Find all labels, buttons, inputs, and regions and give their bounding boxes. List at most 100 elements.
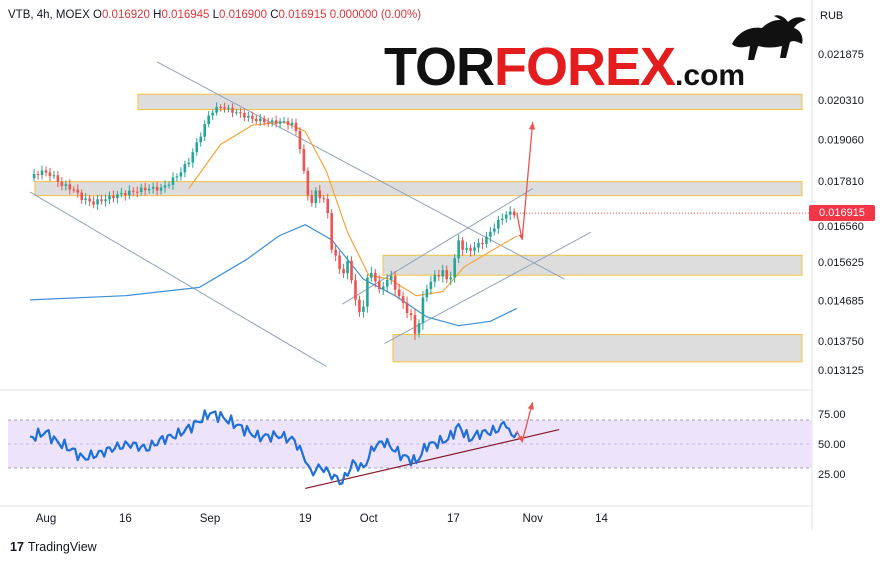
rsi-forecast-arrow xyxy=(516,401,534,444)
candle-body xyxy=(489,231,492,237)
candle-body xyxy=(512,211,516,216)
candle-body xyxy=(290,122,294,126)
candle-body xyxy=(457,240,460,259)
price-tick-label: 0.017810 xyxy=(818,176,864,188)
low-label: L xyxy=(212,9,220,21)
candle-body xyxy=(207,115,210,124)
price-zone xyxy=(137,93,803,111)
candle-body xyxy=(135,191,139,193)
candle-body xyxy=(306,170,310,196)
candle-body xyxy=(96,199,99,205)
candle-body xyxy=(163,185,167,188)
candle-body xyxy=(258,118,262,122)
candle-body xyxy=(322,198,326,200)
candle-body xyxy=(128,190,131,196)
rsi-tick-label: 25.00 xyxy=(818,469,846,481)
candle-body xyxy=(362,306,365,313)
candle-body xyxy=(508,211,512,215)
candle-body xyxy=(461,240,464,250)
candle-body xyxy=(223,107,226,109)
time-tick-label: Oct xyxy=(360,513,379,525)
candle-body xyxy=(116,194,119,199)
price-zone xyxy=(392,334,803,363)
time-tick-label: 19 xyxy=(299,513,312,525)
candle-body xyxy=(80,192,84,201)
candle-body xyxy=(302,149,306,171)
candle-body xyxy=(449,277,453,280)
candle-body xyxy=(72,189,76,191)
candle-body xyxy=(409,313,413,315)
candle-body xyxy=(286,121,290,126)
candle-body xyxy=(104,199,107,202)
moving-average-fast xyxy=(188,121,518,297)
candle-body xyxy=(370,272,373,278)
tradingview-label: TradingView xyxy=(27,540,97,554)
candle-body xyxy=(100,199,103,202)
candle-body xyxy=(465,248,468,250)
open-label: O xyxy=(93,9,102,21)
candle-body xyxy=(235,112,238,114)
candle-body xyxy=(36,173,40,176)
currency-label: RUB xyxy=(820,10,843,22)
candle-body xyxy=(124,193,127,196)
candle-body xyxy=(497,219,500,229)
candle-body xyxy=(278,121,282,124)
candle-body xyxy=(393,275,397,290)
bull-icon xyxy=(732,15,806,60)
time-tick-label: Nov xyxy=(522,513,543,525)
candle-body xyxy=(262,118,266,123)
candle-body xyxy=(52,175,56,177)
candle-body xyxy=(195,142,199,153)
candle-body xyxy=(76,189,80,193)
candle-body xyxy=(477,242,480,248)
candle-body xyxy=(330,213,333,250)
candle-body xyxy=(421,297,425,324)
candle-body xyxy=(318,190,322,199)
tradingview-brand[interactable]: 17 TradingView xyxy=(10,540,97,554)
candle-body xyxy=(40,170,44,176)
price-tick-label: 0.014685 xyxy=(818,296,864,308)
chart-header: VTB, 4h, MOEX O0.016920 H0.016945 L0.016… xyxy=(8,9,421,21)
candle-body xyxy=(32,173,36,179)
forecast-arrow-head xyxy=(528,122,536,130)
time-tick-label: 14 xyxy=(595,513,608,525)
rsi-tick-label: 50.00 xyxy=(818,439,846,451)
candle-body xyxy=(183,164,187,173)
candle-body xyxy=(92,201,95,205)
time-tick-label: Sep xyxy=(200,513,220,525)
candle-body xyxy=(203,123,207,137)
candle-body xyxy=(310,195,314,203)
forecast-arrow-mid-head xyxy=(518,234,524,240)
candle-body xyxy=(243,113,246,118)
candle-body xyxy=(500,218,504,220)
change-value: 0.000000 (0.00%) xyxy=(329,9,422,21)
candle-body xyxy=(112,195,115,199)
price-tick-label: 0.021875 xyxy=(818,49,864,61)
candle-body xyxy=(425,288,429,298)
candle-body xyxy=(60,181,64,186)
candle-body xyxy=(397,289,401,297)
candle-body xyxy=(334,249,337,256)
open-value: 0.016920 xyxy=(101,9,150,21)
candle-body xyxy=(84,198,87,201)
candle-body xyxy=(473,247,476,251)
rsi-forecast-arrow-mid-head xyxy=(517,435,523,442)
close-value: 0.016915 xyxy=(278,9,327,21)
candle-body xyxy=(405,302,409,314)
rsi-forecast-arrow-head xyxy=(527,402,534,410)
candle-body xyxy=(433,275,437,282)
candle-body xyxy=(139,187,143,193)
candle-body xyxy=(441,270,445,277)
candle-body xyxy=(239,112,242,114)
price-tick-label: 0.013750 xyxy=(818,336,864,348)
candle-body xyxy=(219,106,222,108)
candle-body xyxy=(247,115,250,118)
price-tick-label: 0.019060 xyxy=(818,134,864,146)
trend-line xyxy=(156,61,565,280)
candle-body xyxy=(274,120,278,124)
candle-body xyxy=(64,184,68,186)
candle-body xyxy=(493,228,496,232)
logo-part-domain: .com xyxy=(675,59,746,92)
rsi-tick-label: 75.00 xyxy=(818,409,846,421)
high-label: H xyxy=(153,9,162,21)
